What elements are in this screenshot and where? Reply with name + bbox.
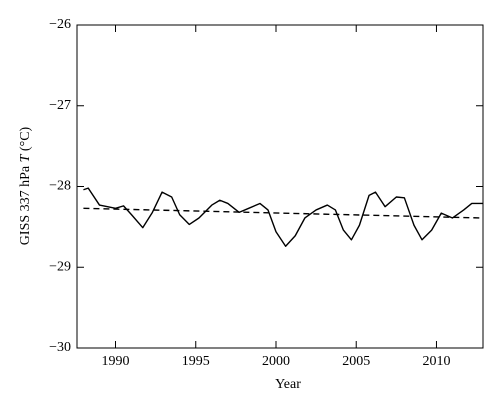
y-tick-label: −27: [49, 98, 71, 113]
y-label-part: GISS 337 hPa: [18, 162, 33, 245]
plot-frame: [76, 24, 484, 349]
x-tick-label: 1995: [182, 354, 210, 369]
line: [83, 207, 484, 219]
y-label-part: T: [18, 153, 33, 162]
y-tick-label: −28: [49, 179, 71, 194]
line: [83, 187, 483, 247]
y-tick-label: −26: [49, 17, 71, 32]
x-axis-label: Year: [275, 377, 301, 392]
y-tick-label: −29: [49, 259, 71, 274]
x-tick-label: 2010: [422, 354, 450, 369]
y-label-part: (°C): [18, 126, 33, 154]
x-tick-label: 2000: [262, 354, 290, 369]
x-tick-label: 1990: [102, 354, 130, 369]
y-axis-label: GISS 337 hPa T (°C): [18, 126, 33, 245]
x-tick-label: 2005: [342, 354, 370, 369]
y-tick-label: −30: [49, 340, 71, 355]
